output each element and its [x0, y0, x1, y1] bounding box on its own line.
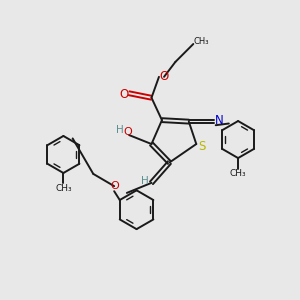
Text: CH₃: CH₃ — [193, 37, 208, 46]
Text: S: S — [198, 140, 205, 153]
Text: H: H — [116, 125, 124, 135]
Text: CH₃: CH₃ — [230, 169, 246, 178]
Text: H: H — [141, 176, 149, 186]
Text: O: O — [119, 88, 129, 101]
Text: N: N — [215, 114, 224, 127]
Text: O: O — [111, 181, 119, 191]
Text: CH₃: CH₃ — [55, 184, 72, 193]
Text: O: O — [123, 127, 132, 137]
Text: O: O — [159, 70, 169, 83]
